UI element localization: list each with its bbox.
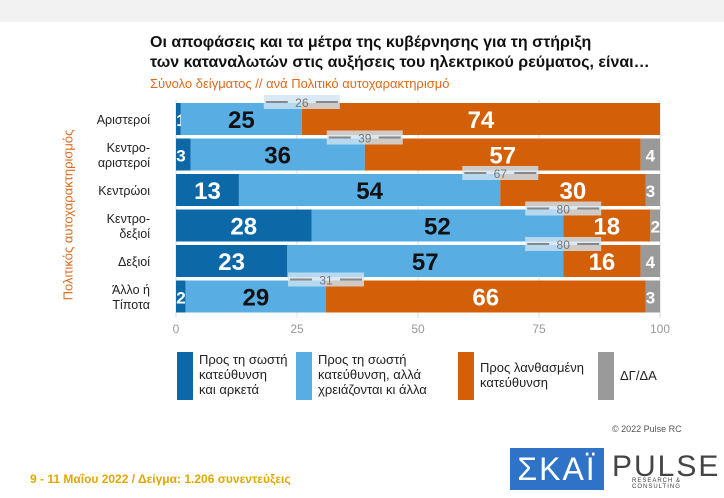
bar-segment [640, 138, 660, 171]
top-bar [0, 0, 724, 22]
data-label: 52 [424, 214, 451, 241]
data-label: 18 [593, 214, 620, 241]
bar-segment [176, 209, 312, 242]
total-label: 26 [295, 96, 309, 110]
total-label-box [525, 237, 602, 251]
data-label: 36 [264, 143, 291, 170]
legend-swatch [296, 352, 312, 400]
chart-subtitle: Σύνολο δείγματος // ανά Πολιτικό αυτοχαρ… [150, 76, 450, 91]
data-label: 25 [228, 107, 255, 134]
category-label: Δεξιοί [118, 255, 150, 269]
data-label: 29 [243, 285, 270, 312]
category-label: αριστεροί [98, 156, 150, 170]
title-line: των καταναλωτών στις αυξήσεις του ηλεκτρ… [150, 54, 650, 71]
total-label: 80 [557, 203, 571, 217]
total-label: 67 [494, 167, 508, 181]
legend-label: Προς τη σωστή κατεύθυνση και αρκετά [199, 352, 288, 397]
data-label: 2 [651, 218, 660, 237]
data-label: 4 [646, 147, 656, 166]
x-tick-label: 100 [650, 322, 670, 336]
total-label-box [288, 272, 365, 287]
legend-item: ΔΓ/ΔΑ [598, 352, 657, 400]
pulse-logo: PULSE RESEARCH & CONSULTING [612, 450, 721, 490]
data-label: 30 [560, 178, 587, 205]
data-label: 28 [230, 214, 257, 241]
bar-segment [176, 174, 239, 206]
total-label: 80 [557, 238, 571, 252]
bar-segment [645, 174, 660, 206]
bar-segment [176, 103, 181, 135]
bar-segment [176, 138, 191, 171]
total-label-box [525, 201, 602, 216]
data-label: 3 [176, 147, 185, 166]
bar-segment [650, 209, 660, 242]
legend-item: Προς τη σωστή κατεύθυνση και αρκετά [177, 352, 287, 400]
legend-swatch [598, 352, 614, 400]
chart-title: Οι αποφάσεις και τα μέτρα της κυβέρνησης… [150, 33, 650, 73]
title-line: Οι αποφάσεις και τα μέτρα της κυβέρνησης… [150, 34, 592, 51]
bar-segment [364, 138, 641, 171]
plot-area: 0255075100Αριστεροί1257426Κεντρο-αριστερ… [97, 95, 670, 336]
legend-swatch [458, 352, 474, 400]
total-label-box [263, 95, 340, 109]
x-tick-label: 25 [290, 322, 304, 336]
data-label: 54 [356, 178, 383, 205]
x-tick-label: 50 [411, 322, 425, 336]
category-label: Κεντρο- [107, 141, 150, 155]
bar-segment [287, 245, 564, 277]
category-label: Άλλο ή [112, 283, 150, 297]
legend-label: Προς τη σωστή κατεύθυνση, αλλά χρειάζονται… [318, 352, 427, 397]
data-label: 3 [646, 182, 655, 201]
bar-segment [326, 280, 646, 313]
data-label: 57 [489, 143, 516, 170]
category-label: Αριστεροί [97, 113, 151, 127]
legend-item: Προς λανθασμένη κατεύθυνση [458, 352, 584, 400]
total-label: 31 [319, 274, 333, 288]
footer-sample-info: 9 - 11 Μαΐου 2022 / Δείγμα: 1.206 συνεντ… [30, 472, 291, 486]
data-label: 57 [412, 249, 439, 276]
bar-segment [301, 103, 660, 135]
data-label: 3 [646, 289, 655, 308]
category-label: Κεντρώοι [98, 184, 150, 198]
x-tick-label: 0 [173, 322, 180, 336]
category-label: Κεντρο- [107, 212, 150, 226]
legend-swatch [177, 352, 193, 400]
bar-segment [176, 245, 288, 277]
bar-segment [645, 280, 660, 313]
data-label: 66 [472, 285, 499, 312]
data-label: 13 [194, 178, 221, 205]
total-label-box [326, 130, 403, 145]
bar-segment [640, 245, 660, 277]
data-label: 2 [176, 289, 185, 308]
bar-segment [311, 209, 564, 242]
legend-label: Προς λανθασμένη κατεύθυνση [480, 360, 584, 390]
data-label: 23 [218, 249, 245, 276]
legend-label: ΔΓ/ΔΑ [620, 368, 657, 383]
total-label-box [462, 166, 539, 180]
bar-segment [238, 174, 501, 206]
data-label: 4 [646, 253, 656, 272]
x-tick-label: 75 [532, 322, 546, 336]
category-label: Τίποτα [112, 298, 150, 312]
data-label: 16 [589, 249, 616, 276]
skai-logo: ΣΚΑΪ [510, 448, 604, 490]
legend-item: Προς τη σωστή κατεύθυνση, αλλά χρειάζονται… [296, 352, 427, 400]
bar-segment [176, 280, 186, 313]
total-label: 39 [358, 132, 372, 146]
category-label: δεξιοί [119, 227, 150, 241]
data-label: 74 [468, 107, 495, 134]
copyright: © 2022 Pulse RC [612, 424, 682, 434]
